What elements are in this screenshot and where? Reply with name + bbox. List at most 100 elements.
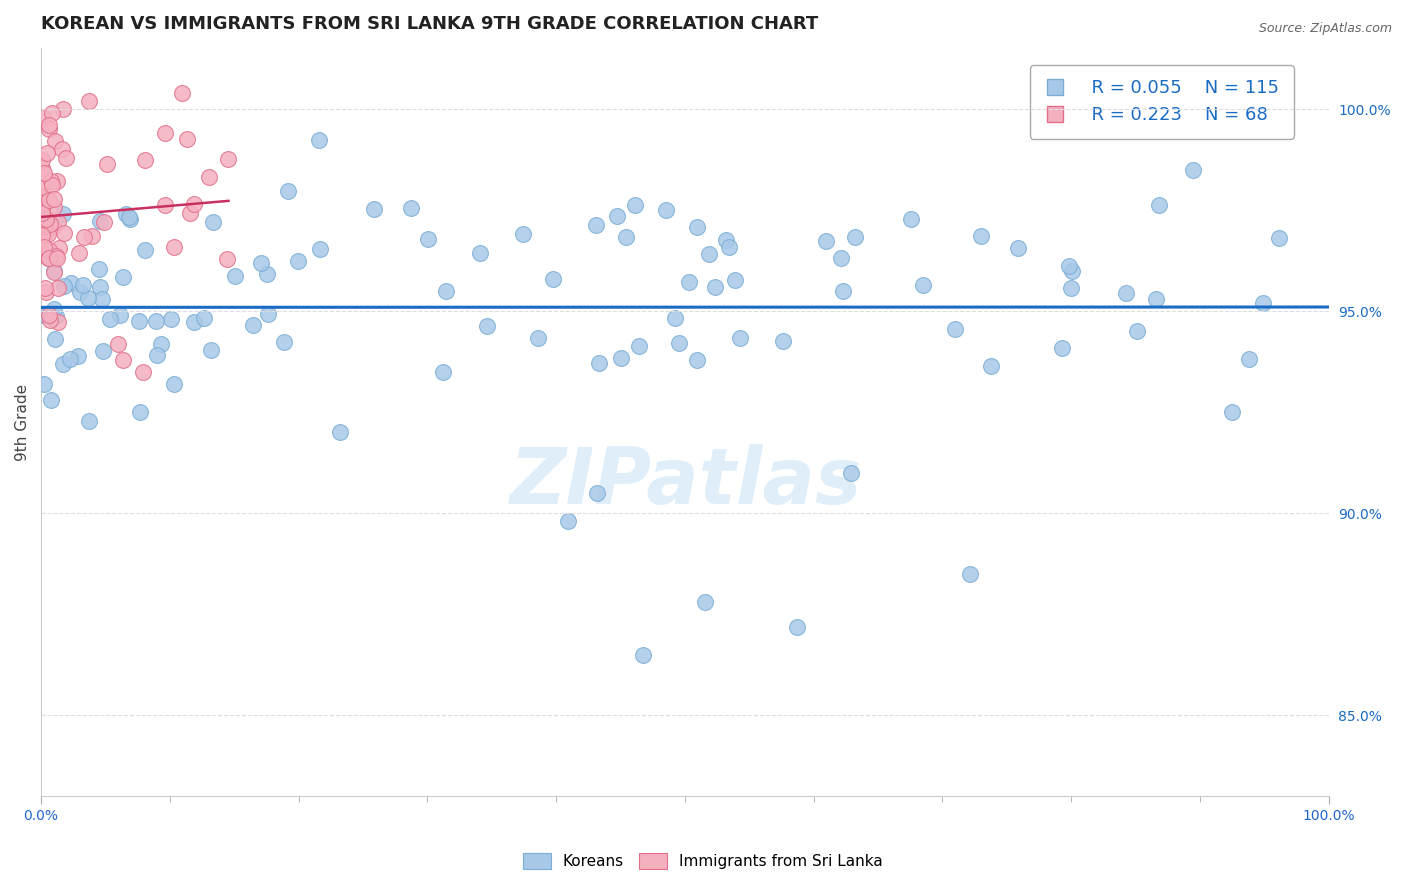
Point xyxy=(34,166,56,180)
Point xyxy=(717,240,740,254)
Point xyxy=(55,151,77,165)
Point xyxy=(830,252,852,266)
Point xyxy=(46,174,69,188)
Point xyxy=(39,393,62,408)
Point xyxy=(201,215,224,229)
Point xyxy=(42,264,65,278)
Point xyxy=(432,365,454,379)
Point xyxy=(654,203,676,218)
Point xyxy=(31,205,53,219)
Point xyxy=(134,244,156,258)
Legend:   R = 0.055    N = 115,   R = 0.223    N = 68: R = 0.055 N = 115, R = 0.223 N = 68 xyxy=(1029,65,1294,139)
Point xyxy=(44,301,66,316)
Point xyxy=(42,200,65,214)
Point xyxy=(38,252,60,266)
Point xyxy=(38,244,60,258)
Point xyxy=(198,170,221,185)
Point xyxy=(34,281,56,295)
Point xyxy=(814,234,837,248)
Point xyxy=(89,280,111,294)
Point xyxy=(170,87,193,101)
Point xyxy=(664,311,686,326)
Point xyxy=(557,515,579,529)
Point xyxy=(45,249,67,263)
Point xyxy=(527,331,550,345)
Point xyxy=(52,206,75,220)
Point xyxy=(35,146,58,161)
Point xyxy=(686,352,709,367)
Point xyxy=(41,310,63,325)
Point xyxy=(69,245,91,260)
Point xyxy=(627,339,650,353)
Point xyxy=(87,262,110,277)
Point xyxy=(46,315,69,329)
Point xyxy=(1007,241,1029,255)
Point xyxy=(179,206,201,220)
Point xyxy=(44,193,66,207)
Point xyxy=(72,277,94,292)
Point xyxy=(98,312,121,326)
Point xyxy=(34,308,56,322)
Point xyxy=(541,272,564,286)
Point xyxy=(308,133,330,147)
Point xyxy=(163,239,186,253)
Point xyxy=(42,265,65,279)
Point xyxy=(77,94,100,108)
Point xyxy=(678,275,700,289)
Point xyxy=(129,405,152,419)
Point xyxy=(37,244,59,258)
Point xyxy=(273,334,295,349)
Point xyxy=(38,122,60,136)
Point xyxy=(72,229,94,244)
Text: ZIPatlas: ZIPatlas xyxy=(509,444,860,520)
Point xyxy=(45,310,67,324)
Point xyxy=(80,228,103,243)
Point xyxy=(468,246,491,260)
Point xyxy=(614,229,637,244)
Point xyxy=(146,348,169,362)
Point xyxy=(200,343,222,357)
Legend: Koreans, Immigrants from Sri Lanka: Koreans, Immigrants from Sri Lanka xyxy=(517,847,889,875)
Point xyxy=(277,184,299,198)
Point xyxy=(31,110,53,124)
Point xyxy=(76,291,98,305)
Point xyxy=(32,376,55,391)
Point xyxy=(668,335,690,350)
Point xyxy=(1060,264,1083,278)
Point xyxy=(585,218,607,232)
Point xyxy=(52,226,75,240)
Point xyxy=(183,315,205,329)
Point xyxy=(1126,324,1149,338)
Point xyxy=(66,349,89,363)
Point xyxy=(39,217,62,231)
Point xyxy=(77,414,100,428)
Point xyxy=(980,359,1002,374)
Point xyxy=(1268,230,1291,244)
Point xyxy=(118,210,141,224)
Point xyxy=(1144,292,1167,306)
Point xyxy=(287,253,309,268)
Point xyxy=(155,126,177,140)
Text: Source: ZipAtlas.com: Source: ZipAtlas.com xyxy=(1258,22,1392,36)
Point xyxy=(31,161,53,175)
Point xyxy=(46,251,69,265)
Point xyxy=(250,256,273,270)
Point xyxy=(44,332,66,346)
Point xyxy=(1060,281,1083,295)
Point xyxy=(686,220,709,235)
Point xyxy=(35,211,58,226)
Point xyxy=(401,201,423,215)
Point xyxy=(38,193,60,207)
Point xyxy=(93,215,115,229)
Point xyxy=(38,119,60,133)
Point xyxy=(786,619,808,633)
Point xyxy=(39,174,62,188)
Point xyxy=(96,157,118,171)
Point xyxy=(193,311,215,326)
Point xyxy=(623,198,645,212)
Point xyxy=(959,566,981,581)
Y-axis label: 9th Grade: 9th Grade xyxy=(15,384,30,461)
Point xyxy=(34,219,56,233)
Point xyxy=(308,242,330,256)
Point xyxy=(153,198,176,212)
